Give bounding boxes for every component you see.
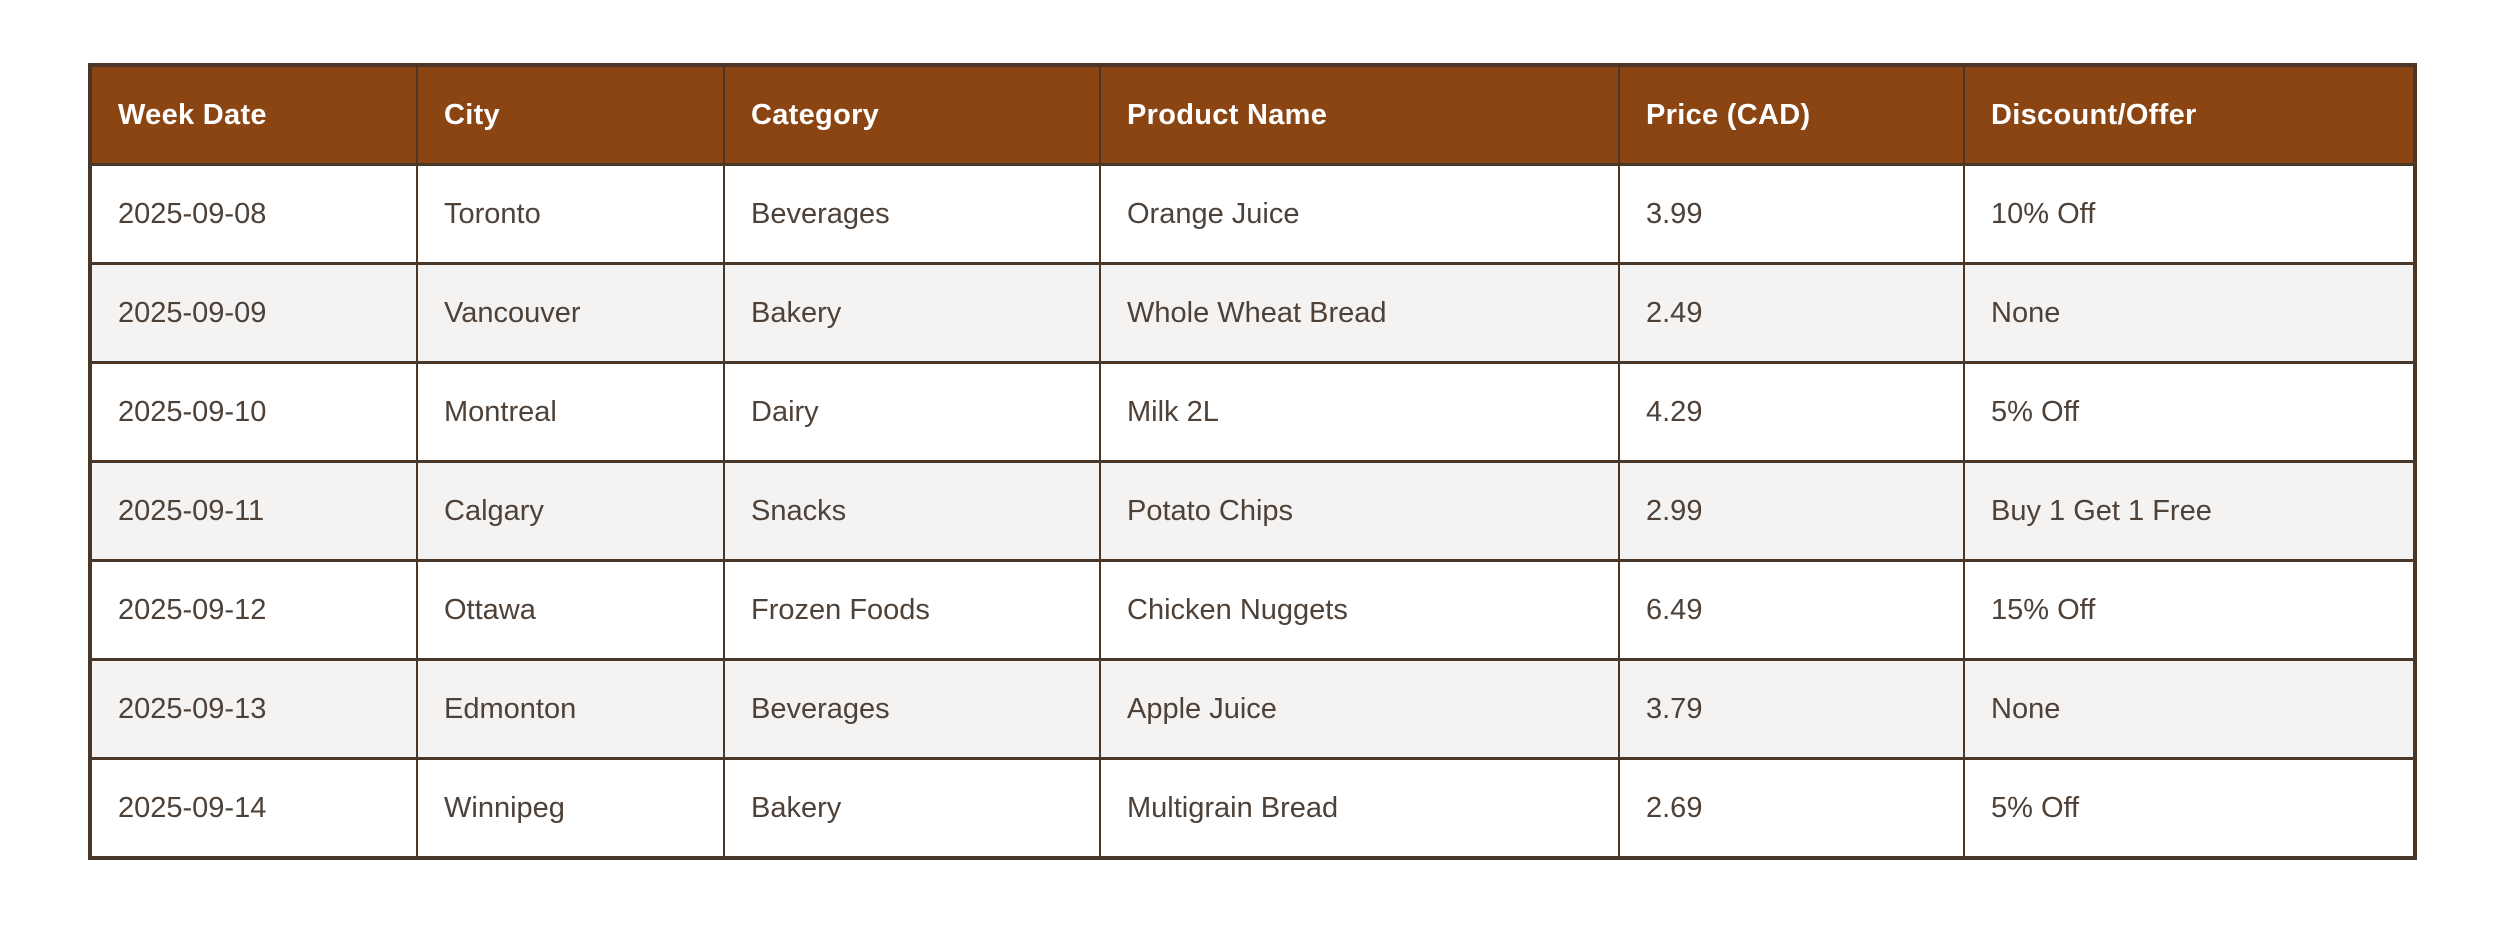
table-cell: 4.29 bbox=[1618, 361, 1965, 463]
table-cell: 5% Off bbox=[1963, 361, 2416, 463]
table-row: 2025-09-14 Winnipeg Bakery Multigrain Bread… bbox=[89, 757, 2416, 860]
table-row: 2025-09-11 Calgary Snacks Potato Chips 2.99 B… bbox=[89, 460, 2416, 562]
table-cell: Buy 1 Get 1 Free bbox=[1963, 460, 2416, 562]
table-cell: Potato Chips bbox=[1099, 460, 1620, 562]
table-cell: 2.99 bbox=[1618, 460, 1965, 562]
column-header: Week Date bbox=[89, 63, 418, 166]
table-cell: 5% Off bbox=[1963, 757, 2416, 860]
table-cell: Beverages bbox=[723, 163, 1101, 265]
table-cell: 2025-09-08 bbox=[89, 163, 418, 265]
table-cell: Orange Juice bbox=[1099, 163, 1620, 265]
column-header: City bbox=[416, 63, 725, 166]
table-row: 2025-09-09 Vancouver Bakery Whole Wheat Bre… bbox=[89, 262, 2416, 364]
table-cell: None bbox=[1963, 262, 2416, 364]
table-header: Week Date City Category Product Name Price (… bbox=[89, 63, 2416, 166]
table-cell: 2025-09-13 bbox=[89, 658, 418, 760]
table-row: 2025-09-13 Edmonton Beverages Apple Juice 3.… bbox=[89, 658, 2416, 760]
weekly-prices-table: Week Date City Category Product Name Price (… bbox=[88, 63, 2417, 860]
table-cell: 15% Off bbox=[1963, 559, 2416, 661]
table-cell: 6.49 bbox=[1618, 559, 1965, 661]
table-cell: 2025-09-11 bbox=[89, 460, 418, 562]
table-cell: Multigrain Bread bbox=[1099, 757, 1620, 860]
table-cell: Winnipeg bbox=[416, 757, 725, 860]
table-cell: Bakery bbox=[723, 262, 1101, 364]
table-cell: 3.99 bbox=[1618, 163, 1965, 265]
table-cell: Montreal bbox=[416, 361, 725, 463]
table-cell: 2025-09-10 bbox=[89, 361, 418, 463]
column-header: Price (CAD) bbox=[1618, 63, 1965, 166]
weekly-prices-table-container: Week Date City Category Product Name Price (… bbox=[88, 63, 2417, 860]
table-cell: 10% Off bbox=[1963, 163, 2416, 265]
header-row: Week Date City Category Product Name Price (… bbox=[89, 63, 2416, 166]
table-cell: 2025-09-12 bbox=[89, 559, 418, 661]
table-cell: Ottawa bbox=[416, 559, 725, 661]
table-cell: 2.49 bbox=[1618, 262, 1965, 364]
table-cell: Milk 2L bbox=[1099, 361, 1620, 463]
table-cell: None bbox=[1963, 658, 2416, 760]
table-row: 2025-09-08 Toronto Beverages Orange Juice 3.… bbox=[89, 163, 2416, 265]
table-cell: Calgary bbox=[416, 460, 725, 562]
table-cell: Vancouver bbox=[416, 262, 725, 364]
table-cell: 3.79 bbox=[1618, 658, 1965, 760]
table-cell: 2025-09-09 bbox=[89, 262, 418, 364]
column-header: Product Name bbox=[1099, 63, 1620, 166]
table-cell: Beverages bbox=[723, 658, 1101, 760]
table-cell: Frozen Foods bbox=[723, 559, 1101, 661]
column-header: Category bbox=[723, 63, 1101, 166]
table-cell: Whole Wheat Bread bbox=[1099, 262, 1620, 364]
table-cell: Edmonton bbox=[416, 658, 725, 760]
table-row: 2025-09-10 Montreal Dairy Milk 2L 4.29 5% Off bbox=[89, 361, 2416, 463]
table-cell: Bakery bbox=[723, 757, 1101, 860]
table-cell: Dairy bbox=[723, 361, 1101, 463]
table-body: 2025-09-08 Toronto Beverages Orange Juice 3.… bbox=[89, 163, 2416, 860]
table-cell: Toronto bbox=[416, 163, 725, 265]
column-header: Discount/Offer bbox=[1963, 63, 2416, 166]
table-cell: Chicken Nuggets bbox=[1099, 559, 1620, 661]
table-cell: 2.69 bbox=[1618, 757, 1965, 860]
table-row: 2025-09-12 Ottawa Frozen Foods Chicken Nugg… bbox=[89, 559, 2416, 661]
table-cell: Snacks bbox=[723, 460, 1101, 562]
table-cell: 2025-09-14 bbox=[89, 757, 418, 860]
table-cell: Apple Juice bbox=[1099, 658, 1620, 760]
